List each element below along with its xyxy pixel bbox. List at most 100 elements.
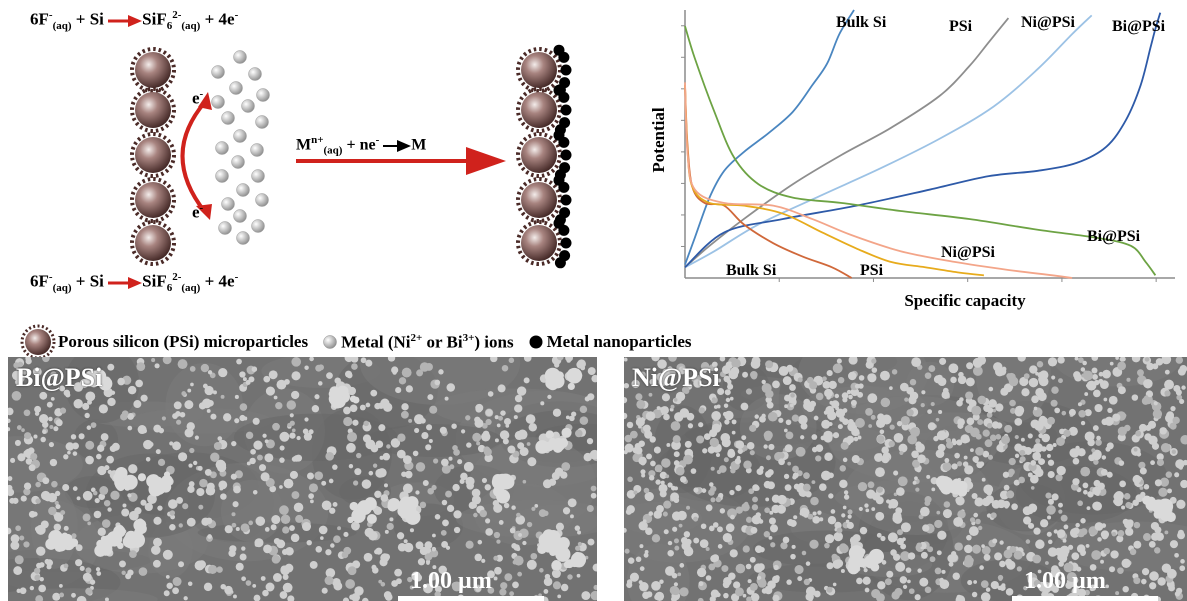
metal-ion	[233, 50, 247, 64]
sem-particle	[750, 370, 758, 379]
sem-particle	[14, 555, 24, 565]
sem-particle	[1093, 459, 1099, 465]
sem-agglomerate	[551, 437, 566, 452]
sem-particle	[670, 421, 681, 431]
sem-particle	[178, 452, 188, 462]
series-line-discharge-bi-psi	[684, 25, 1157, 276]
sem-particle	[1123, 519, 1134, 529]
sem-particle	[207, 399, 214, 407]
sem-particle	[924, 586, 932, 594]
sem-particle	[1072, 478, 1080, 486]
sem-particle	[344, 357, 354, 363]
sem-particle	[527, 457, 537, 467]
sem-particle	[763, 531, 771, 538]
sem-particle	[570, 514, 574, 519]
sem-particle	[67, 450, 71, 455]
sem-particle	[1174, 552, 1179, 558]
sem-particle	[60, 510, 66, 516]
sem-agglomerate	[349, 395, 357, 403]
sem-particle	[309, 561, 318, 569]
sem-particle	[769, 510, 774, 515]
sem-particle	[1120, 357, 1126, 362]
psi-particle	[130, 220, 176, 266]
metal-ion	[229, 81, 243, 95]
sem-particle	[151, 358, 156, 363]
sem-particle	[824, 388, 833, 398]
sem-particle	[639, 544, 644, 549]
nanoparticle	[558, 91, 570, 103]
sem-particle	[626, 490, 636, 499]
sem-particle	[574, 429, 583, 438]
sem-particle	[865, 508, 870, 513]
sem-particle	[1056, 529, 1066, 538]
sem-particle	[1081, 373, 1086, 378]
sem-agglomerate	[366, 513, 377, 524]
sem-particle	[16, 588, 21, 593]
sem-particle	[750, 526, 758, 534]
sem-particle	[1133, 540, 1142, 549]
sem-particle	[824, 452, 833, 462]
metal-ion	[211, 95, 225, 109]
sem-particle	[89, 579, 96, 585]
sem-particle	[1103, 547, 1110, 555]
sem-particle	[644, 430, 653, 439]
sem-particle	[324, 576, 334, 585]
sem-particle	[438, 369, 444, 375]
sem-particle	[246, 461, 251, 466]
sem-particle	[1027, 433, 1033, 439]
sem-particle	[178, 561, 185, 568]
sem-particle	[957, 418, 965, 426]
sem-particle	[1013, 479, 1020, 486]
sem-particle	[526, 442, 531, 446]
sem-particle	[48, 506, 57, 516]
sem-particle	[710, 554, 718, 563]
sem-particle	[217, 462, 227, 473]
sem-particle	[252, 489, 258, 495]
sem-particle	[343, 531, 349, 538]
sem-particle	[1129, 548, 1137, 556]
sem-particle	[717, 378, 721, 383]
sem-particle	[364, 527, 374, 538]
sem-particle	[162, 357, 172, 365]
sem-particle	[817, 510, 822, 515]
sem-particle	[696, 567, 707, 578]
sem-particle	[1020, 437, 1025, 442]
sem-particle	[719, 508, 726, 514]
sem-particle	[797, 576, 803, 582]
sem-particle	[20, 495, 27, 502]
sem-particle	[372, 463, 378, 468]
sem-particle	[770, 542, 776, 548]
sem-particle	[1109, 566, 1116, 573]
sem-particle	[308, 493, 314, 500]
sem-particle	[1028, 522, 1035, 529]
sem-agglomerate	[126, 477, 136, 488]
sem-particle	[347, 431, 358, 442]
sem-particle	[1004, 424, 1013, 433]
sem-particle	[922, 524, 930, 532]
sem-particle	[513, 555, 524, 566]
sem-particle	[1014, 417, 1023, 426]
sem-particle	[673, 582, 679, 587]
sem-particle	[1080, 549, 1087, 556]
sem-particle	[877, 581, 886, 590]
sem-particle	[100, 433, 109, 441]
sem-particle	[962, 461, 969, 467]
sem-particle	[314, 394, 320, 400]
sem-particle	[378, 424, 386, 432]
sem-particle	[889, 386, 893, 390]
sem-particle	[554, 362, 560, 368]
sem-particle	[424, 552, 433, 561]
sem-particle	[552, 408, 562, 417]
sem-particle	[1091, 448, 1096, 453]
sem-particle	[408, 418, 413, 423]
sem-agglomerate	[133, 518, 147, 532]
sem-particle	[1071, 552, 1080, 561]
sem-particle	[1125, 501, 1132, 509]
sem-particle	[194, 435, 199, 440]
sem-particle	[797, 377, 803, 383]
sem-agglomerate	[551, 560, 562, 571]
sem-particle	[386, 522, 394, 531]
sem-particle	[188, 463, 193, 468]
sem-particle	[484, 484, 491, 491]
sem-particle	[1078, 409, 1086, 418]
